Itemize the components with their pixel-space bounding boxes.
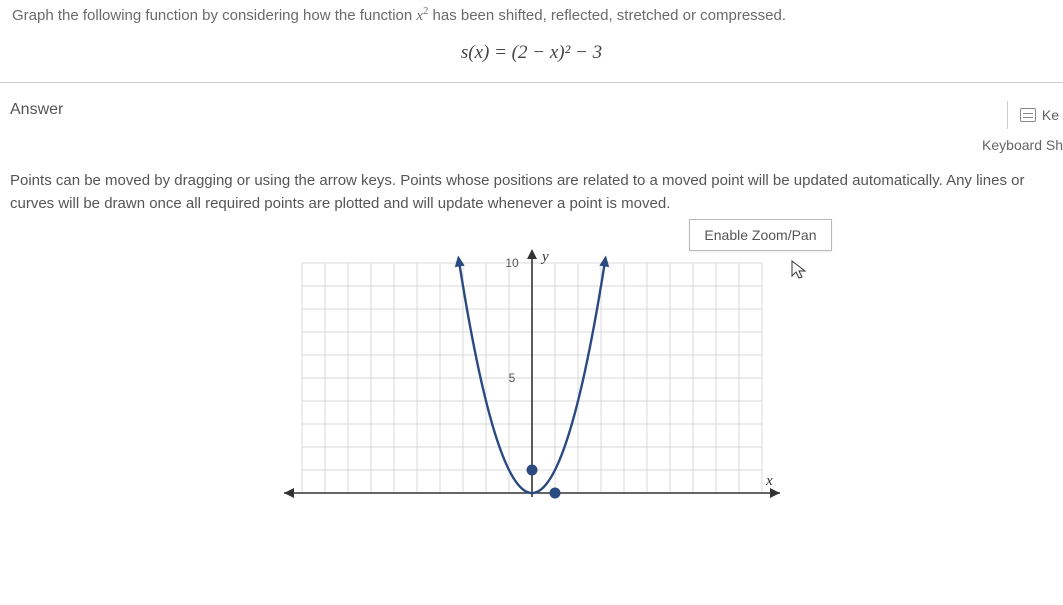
graph-canvas[interactable]: y x 10 5 [272, 223, 792, 513]
equation: s(x) = (2 − x)² − 3 [12, 42, 1051, 64]
cursor-icon [790, 259, 808, 281]
question-region: Graph the following function by consider… [0, 0, 1063, 83]
question-suffix: has been shifted, reflected, stretched o… [428, 7, 786, 24]
instructions-text: Points can be moved by dragging or using… [0, 159, 1063, 224]
svg-text:y: y [540, 249, 549, 265]
keypad-label: Ke [1042, 107, 1059, 123]
keypad-icon [1020, 108, 1036, 122]
graph-region: Enable Zoom/Pan yx105 [272, 223, 792, 513]
keyboard-shortcut-link[interactable]: Keyboard Sh [982, 137, 1063, 153]
svg-text:5: 5 [508, 371, 515, 385]
enable-zoom-button[interactable]: Enable Zoom/Pan [689, 219, 831, 251]
svg-text:10: 10 [505, 256, 519, 270]
svg-text:x: x [765, 473, 773, 489]
graph-point[interactable] [526, 465, 537, 476]
keypad-button[interactable]: Ke [1007, 101, 1063, 129]
question-text: Graph the following function by consider… [12, 0, 1051, 28]
answer-label: Answer [10, 101, 63, 119]
right-tools: Ke Keyboard Sh [982, 101, 1063, 153]
question-prefix: Graph the following function by consider… [12, 7, 416, 24]
graph-point[interactable] [549, 488, 560, 499]
answer-header: Answer Ke Keyboard Sh [0, 83, 1063, 159]
